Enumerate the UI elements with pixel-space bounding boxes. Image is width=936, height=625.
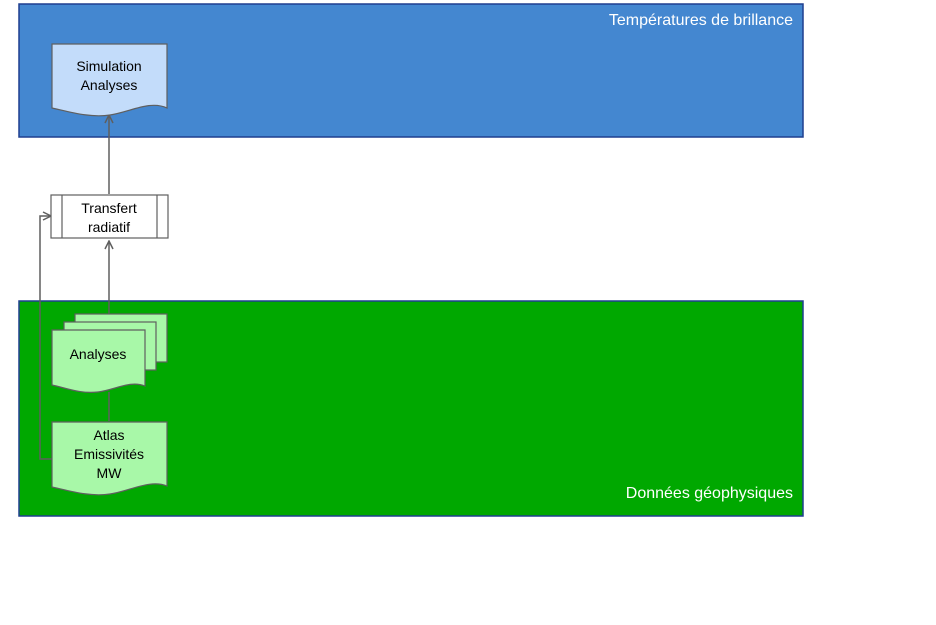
- node-transfer-line-2: radiatif: [88, 219, 130, 235]
- edge-atlas-to-transfer: [39, 216, 52, 460]
- region-geophysical-label: Données géophysiques: [626, 485, 793, 502]
- node-simulation-analyses: Simulation Analyses: [51, 43, 168, 117]
- node-simulation-line-2: Analyses: [81, 77, 138, 93]
- node-transfer-line-1: Transfert: [81, 200, 137, 216]
- node-atlas-line-1: Atlas: [93, 427, 124, 443]
- process-shape: [50, 194, 169, 239]
- document-stack-front: [51, 329, 146, 393]
- node-atlas-emissivites: Atlas Emissivités MW: [51, 421, 168, 496]
- node-atlas-line-2: Emissivités: [74, 446, 144, 462]
- node-transfert-radiatif: Transfert radiatif: [50, 194, 169, 239]
- node-analyses: Analyses: [51, 313, 168, 393]
- region-brightness-label: Températures de brillance: [609, 12, 793, 29]
- node-simulation-line-1: Simulation: [76, 58, 141, 74]
- document-shape: [51, 421, 168, 496]
- node-atlas-line-3: MW: [97, 465, 123, 481]
- node-analyses-label: Analyses: [70, 346, 127, 362]
- document-shape: [51, 43, 168, 117]
